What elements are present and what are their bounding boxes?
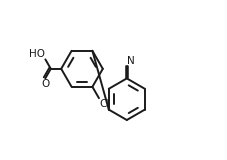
- Text: Cl: Cl: [99, 99, 110, 109]
- Text: O: O: [41, 79, 49, 89]
- Text: N: N: [127, 56, 134, 66]
- Text: HO: HO: [29, 49, 45, 59]
